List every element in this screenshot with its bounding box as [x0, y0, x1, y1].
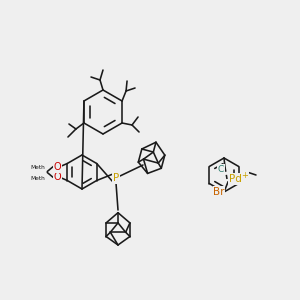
- Text: Br: Br: [213, 187, 225, 197]
- Text: C: C: [218, 164, 224, 173]
- Text: O: O: [53, 172, 61, 182]
- Text: O: O: [53, 163, 61, 172]
- Text: Meth: Meth: [30, 176, 45, 181]
- Text: +: +: [242, 172, 248, 181]
- Text: Meth: Meth: [30, 165, 45, 170]
- Text: Pd: Pd: [229, 174, 242, 184]
- Text: P: P: [113, 173, 119, 183]
